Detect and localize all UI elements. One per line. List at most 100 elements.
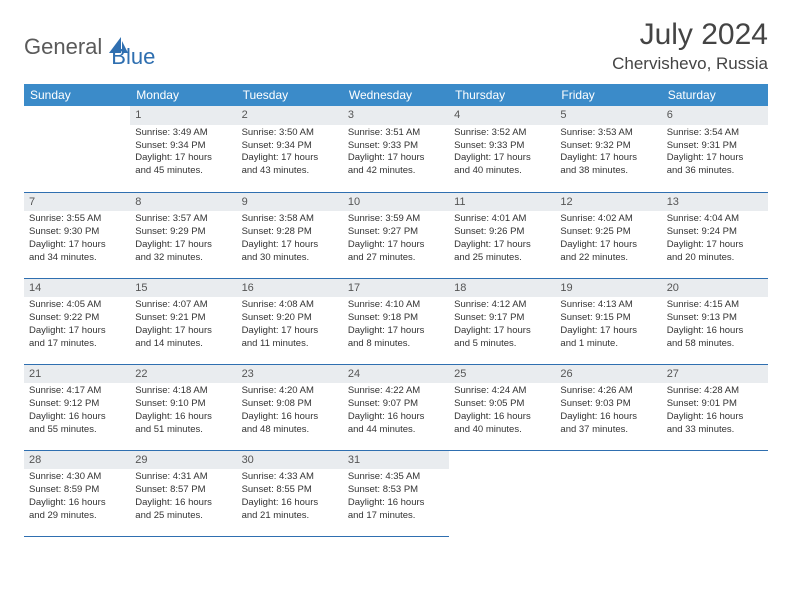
sunset-line: Sunset: 9:33 PM: [348, 140, 444, 153]
daylight-line: and 33 minutes.: [667, 424, 763, 437]
day-number: 20: [662, 279, 768, 298]
daylight-line: Daylight: 16 hours: [242, 497, 338, 510]
sunrise-line: Sunrise: 3:58 AM: [242, 213, 338, 226]
day-content: Sunrise: 4:22 AMSunset: 9:07 PMDaylight:…: [343, 385, 449, 439]
weekday-header: Wednesday: [343, 84, 449, 106]
daylight-line: Daylight: 16 hours: [667, 325, 763, 338]
daylight-line: and 30 minutes.: [242, 252, 338, 265]
sunset-line: Sunset: 8:57 PM: [135, 484, 231, 497]
day-number: 26: [555, 365, 661, 384]
sunrise-line: Sunrise: 4:05 AM: [29, 299, 125, 312]
sunset-line: Sunset: 9:01 PM: [667, 398, 763, 411]
day-content: Sunrise: 3:54 AMSunset: 9:31 PMDaylight:…: [662, 127, 768, 181]
header: General Blue July 2024 Chervishevo, Russ…: [24, 18, 768, 74]
daylight-line: Daylight: 17 hours: [560, 152, 656, 165]
sunrise-line: Sunrise: 4:12 AM: [454, 299, 550, 312]
weekday-header: Saturday: [662, 84, 768, 106]
day-content: Sunrise: 3:57 AMSunset: 9:29 PMDaylight:…: [130, 213, 236, 267]
day-content: Sunrise: 4:10 AMSunset: 9:18 PMDaylight:…: [343, 299, 449, 353]
daylight-line: Daylight: 16 hours: [560, 411, 656, 424]
daylight-line: Daylight: 17 hours: [29, 239, 125, 252]
calendar-day-cell: 8Sunrise: 3:57 AMSunset: 9:29 PMDaylight…: [130, 192, 236, 278]
sunset-line: Sunset: 9:17 PM: [454, 312, 550, 325]
sunrise-line: Sunrise: 4:10 AM: [348, 299, 444, 312]
weekday-header: Sunday: [24, 84, 130, 106]
day-number: 7: [24, 193, 130, 212]
calendar-day-cell: 26Sunrise: 4:26 AMSunset: 9:03 PMDayligh…: [555, 364, 661, 450]
sunrise-line: Sunrise: 4:13 AM: [560, 299, 656, 312]
daylight-line: Daylight: 17 hours: [667, 239, 763, 252]
calendar-day-cell: 25Sunrise: 4:24 AMSunset: 9:05 PMDayligh…: [449, 364, 555, 450]
calendar-day-cell: 2Sunrise: 3:50 AMSunset: 9:34 PMDaylight…: [237, 106, 343, 192]
logo-text-general: General: [24, 34, 102, 60]
sunrise-line: Sunrise: 3:50 AM: [242, 127, 338, 140]
sunset-line: Sunset: 9:15 PM: [560, 312, 656, 325]
calendar-day-cell: 11Sunrise: 4:01 AMSunset: 9:26 PMDayligh…: [449, 192, 555, 278]
sunrise-line: Sunrise: 3:57 AM: [135, 213, 231, 226]
sunset-line: Sunset: 9:34 PM: [135, 140, 231, 153]
day-content: Sunrise: 4:04 AMSunset: 9:24 PMDaylight:…: [662, 213, 768, 267]
sunrise-line: Sunrise: 4:02 AM: [560, 213, 656, 226]
sunset-line: Sunset: 9:03 PM: [560, 398, 656, 411]
daylight-line: and 8 minutes.: [348, 338, 444, 351]
daylight-line: and 55 minutes.: [29, 424, 125, 437]
sunrise-line: Sunrise: 4:26 AM: [560, 385, 656, 398]
calendar-day-cell: 30Sunrise: 4:33 AMSunset: 8:55 PMDayligh…: [237, 450, 343, 536]
daylight-line: and 48 minutes.: [242, 424, 338, 437]
daylight-line: Daylight: 16 hours: [242, 411, 338, 424]
calendar-day-cell: 29Sunrise: 4:31 AMSunset: 8:57 PMDayligh…: [130, 450, 236, 536]
day-content: Sunrise: 4:33 AMSunset: 8:55 PMDaylight:…: [237, 471, 343, 525]
daylight-line: Daylight: 17 hours: [135, 325, 231, 338]
calendar-day-cell: 18Sunrise: 4:12 AMSunset: 9:17 PMDayligh…: [449, 278, 555, 364]
sunrise-line: Sunrise: 4:28 AM: [667, 385, 763, 398]
sunrise-line: Sunrise: 3:51 AM: [348, 127, 444, 140]
day-content: Sunrise: 4:15 AMSunset: 9:13 PMDaylight:…: [662, 299, 768, 353]
sunrise-line: Sunrise: 3:53 AM: [560, 127, 656, 140]
sunset-line: Sunset: 9:29 PM: [135, 226, 231, 239]
calendar-day-cell: 14Sunrise: 4:05 AMSunset: 9:22 PMDayligh…: [24, 278, 130, 364]
sunrise-line: Sunrise: 4:31 AM: [135, 471, 231, 484]
day-content: Sunrise: 4:17 AMSunset: 9:12 PMDaylight:…: [24, 385, 130, 439]
day-number: 17: [343, 279, 449, 298]
sunset-line: Sunset: 9:18 PM: [348, 312, 444, 325]
day-number: 24: [343, 365, 449, 384]
calendar-day-cell: 27Sunrise: 4:28 AMSunset: 9:01 PMDayligh…: [662, 364, 768, 450]
sunrise-line: Sunrise: 4:30 AM: [29, 471, 125, 484]
day-number: 28: [24, 451, 130, 470]
daylight-line: Daylight: 16 hours: [135, 497, 231, 510]
calendar-day-cell: 1Sunrise: 3:49 AMSunset: 9:34 PMDaylight…: [130, 106, 236, 192]
day-content: Sunrise: 3:55 AMSunset: 9:30 PMDaylight:…: [24, 213, 130, 267]
sunset-line: Sunset: 9:13 PM: [667, 312, 763, 325]
sunset-line: Sunset: 9:25 PM: [560, 226, 656, 239]
daylight-line: and 27 minutes.: [348, 252, 444, 265]
daylight-line: Daylight: 16 hours: [29, 497, 125, 510]
daylight-line: and 29 minutes.: [29, 510, 125, 523]
calendar-day-cell: 6Sunrise: 3:54 AMSunset: 9:31 PMDaylight…: [662, 106, 768, 192]
calendar-day-cell: 17Sunrise: 4:10 AMSunset: 9:18 PMDayligh…: [343, 278, 449, 364]
calendar-day-cell: 13Sunrise: 4:04 AMSunset: 9:24 PMDayligh…: [662, 192, 768, 278]
day-number: 13: [662, 193, 768, 212]
sunset-line: Sunset: 9:08 PM: [242, 398, 338, 411]
month-title: July 2024: [612, 18, 768, 52]
calendar-day-cell: 16Sunrise: 4:08 AMSunset: 9:20 PMDayligh…: [237, 278, 343, 364]
sunset-line: Sunset: 8:53 PM: [348, 484, 444, 497]
daylight-line: and 11 minutes.: [242, 338, 338, 351]
calendar-day-cell: 19Sunrise: 4:13 AMSunset: 9:15 PMDayligh…: [555, 278, 661, 364]
day-number: 14: [24, 279, 130, 298]
day-content: Sunrise: 3:58 AMSunset: 9:28 PMDaylight:…: [237, 213, 343, 267]
sunset-line: Sunset: 9:28 PM: [242, 226, 338, 239]
daylight-line: and 17 minutes.: [348, 510, 444, 523]
daylight-line: Daylight: 16 hours: [135, 411, 231, 424]
day-number: 11: [449, 193, 555, 212]
calendar-day-cell: [662, 450, 768, 536]
sunrise-line: Sunrise: 4:08 AM: [242, 299, 338, 312]
daylight-line: and 58 minutes.: [667, 338, 763, 351]
day-number: 25: [449, 365, 555, 384]
day-number: 1: [130, 106, 236, 125]
day-number: 18: [449, 279, 555, 298]
calendar-table: Sunday Monday Tuesday Wednesday Thursday…: [24, 84, 768, 537]
calendar-day-cell: 24Sunrise: 4:22 AMSunset: 9:07 PMDayligh…: [343, 364, 449, 450]
daylight-line: and 51 minutes.: [135, 424, 231, 437]
day-number: 19: [555, 279, 661, 298]
sunset-line: Sunset: 9:30 PM: [29, 226, 125, 239]
